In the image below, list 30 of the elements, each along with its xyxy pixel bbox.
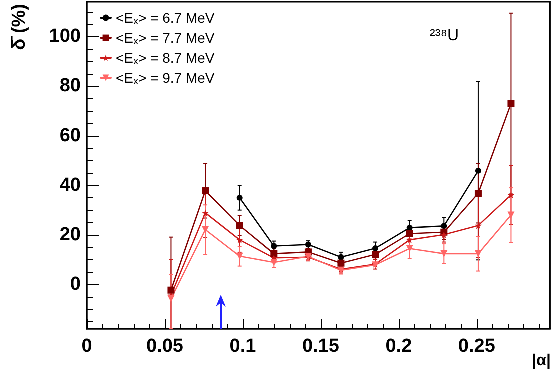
y-tick-label: 40: [60, 174, 81, 196]
y-tick-label: 20: [60, 224, 81, 246]
point: [236, 194, 243, 201]
x-tick-label: 0.15: [302, 336, 340, 357]
y-tick-label: 100: [49, 26, 81, 48]
y-tick-label: 0: [70, 274, 81, 295]
point: [372, 245, 379, 252]
point: [406, 224, 413, 231]
point: [168, 296, 175, 303]
y-tick-label: 80: [60, 76, 81, 97]
point: [475, 168, 482, 174]
point: [441, 223, 448, 230]
point: [338, 254, 344, 260]
x-tick-label: 0.25: [458, 336, 496, 357]
x-axis-title: |α|: [532, 352, 552, 369]
y-tick-label: 60: [60, 125, 81, 146]
point: [440, 250, 448, 258]
annotation: ²³⁸U: [430, 28, 460, 44]
point: [202, 226, 210, 234]
point: [474, 190, 482, 197]
point: [236, 222, 244, 230]
point: [508, 212, 515, 219]
x-tick-label: 0.1: [230, 336, 257, 357]
x-tick-label: 0.05: [146, 336, 184, 357]
x-tick-label: 0.2: [386, 336, 412, 357]
y-axis-title: δ̄ (%): [9, 4, 30, 50]
point: [406, 245, 414, 252]
point: [168, 286, 175, 294]
point: [508, 100, 515, 108]
point: [202, 188, 210, 195]
